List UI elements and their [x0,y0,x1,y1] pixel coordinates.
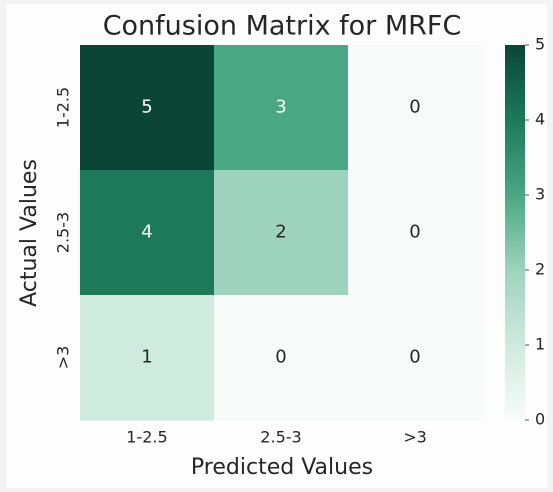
colorbar [505,45,525,420]
heatmap-cell [214,295,349,421]
x-tick-label: 1-2.5 [126,428,167,447]
y-tick-label: >3 [54,346,73,370]
cell-label: 4 [141,222,152,243]
heatmap-cell [214,170,349,296]
heatmap-cell [214,45,349,171]
colorbar-tick-label: 1 [535,335,545,354]
cell-label: 2 [275,222,286,243]
chart-title: Confusion Matrix for MRFC [103,11,462,42]
x-tick-label: 2.5-3 [260,428,301,447]
cell-label: 0 [275,347,286,368]
heatmap-cell [348,295,483,421]
colorbar-tick-label: 3 [535,185,545,204]
heatmap-cell [80,170,215,296]
y-tick-label: 2.5-3 [54,212,73,253]
cell-label: 0 [409,97,420,118]
y-tick-label: 1-2.5 [54,87,73,128]
colorbar-tick-label: 4 [535,110,545,129]
cell-label: 0 [409,222,420,243]
colorbar-tick-label: 0 [535,410,545,429]
heatmap-cell [80,45,215,171]
colorbar-tick-label: 5 [535,35,545,54]
cell-label: 3 [275,97,286,118]
x-tick-label: >3 [403,428,427,447]
colorbar-tick-label: 2 [535,260,545,279]
x-axis-label: Predicted Values [191,455,373,480]
heatmap-cell [348,45,483,171]
cell-label: 5 [141,97,152,118]
heatmap-cell [80,295,215,421]
cell-label: 1 [141,347,152,368]
y-axis-label: Actual Values [17,159,42,307]
heatmap-cell [348,170,483,296]
cell-label: 0 [409,347,420,368]
